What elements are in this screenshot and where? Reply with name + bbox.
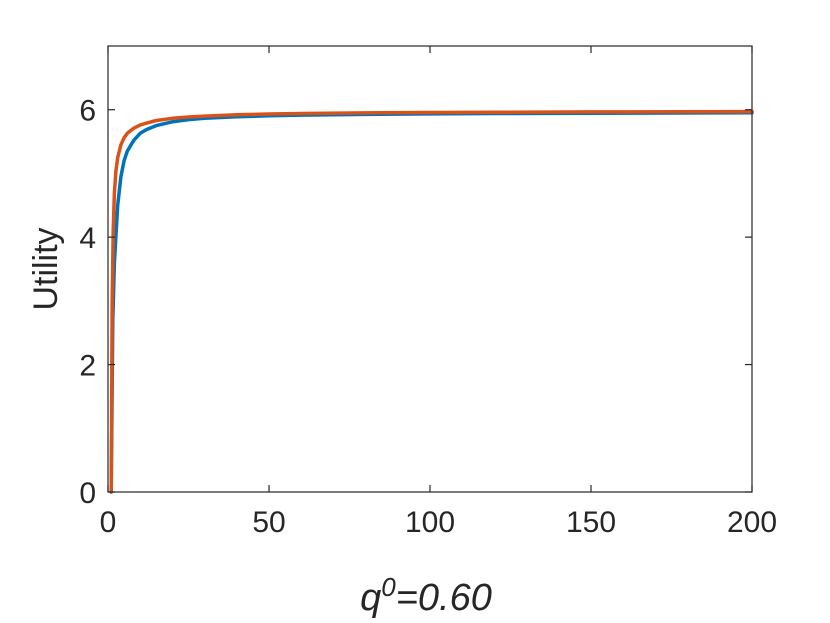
- x-axis-label-rest: =0.60: [396, 577, 492, 619]
- x-tick-label: 200: [727, 506, 777, 539]
- x-axis-label-base: q: [360, 577, 381, 619]
- plot-lines: [109, 109, 754, 494]
- y-tick-label: 2: [79, 350, 96, 383]
- x-tick-label: 50: [252, 506, 285, 539]
- y-tick-label: 6: [79, 95, 96, 128]
- series-line-1: [109, 111, 754, 494]
- x-tick-label: 0: [100, 506, 117, 539]
- series-line-2: [109, 109, 754, 494]
- y-tick-label: 0: [79, 477, 96, 510]
- y-axis-label: Utility: [27, 227, 65, 310]
- x-tick-label: 100: [405, 506, 455, 539]
- x-axis-label-superscript: 0: [381, 572, 396, 602]
- axis-ticks: [107, 46, 753, 493]
- x-tick-label: 150: [566, 506, 616, 539]
- x-axis-label: q0=0.60: [360, 572, 492, 619]
- y-tick-label: 4: [79, 222, 96, 255]
- tick-labels: 0 50 100 150 200 0 2 4 6: [79, 95, 777, 539]
